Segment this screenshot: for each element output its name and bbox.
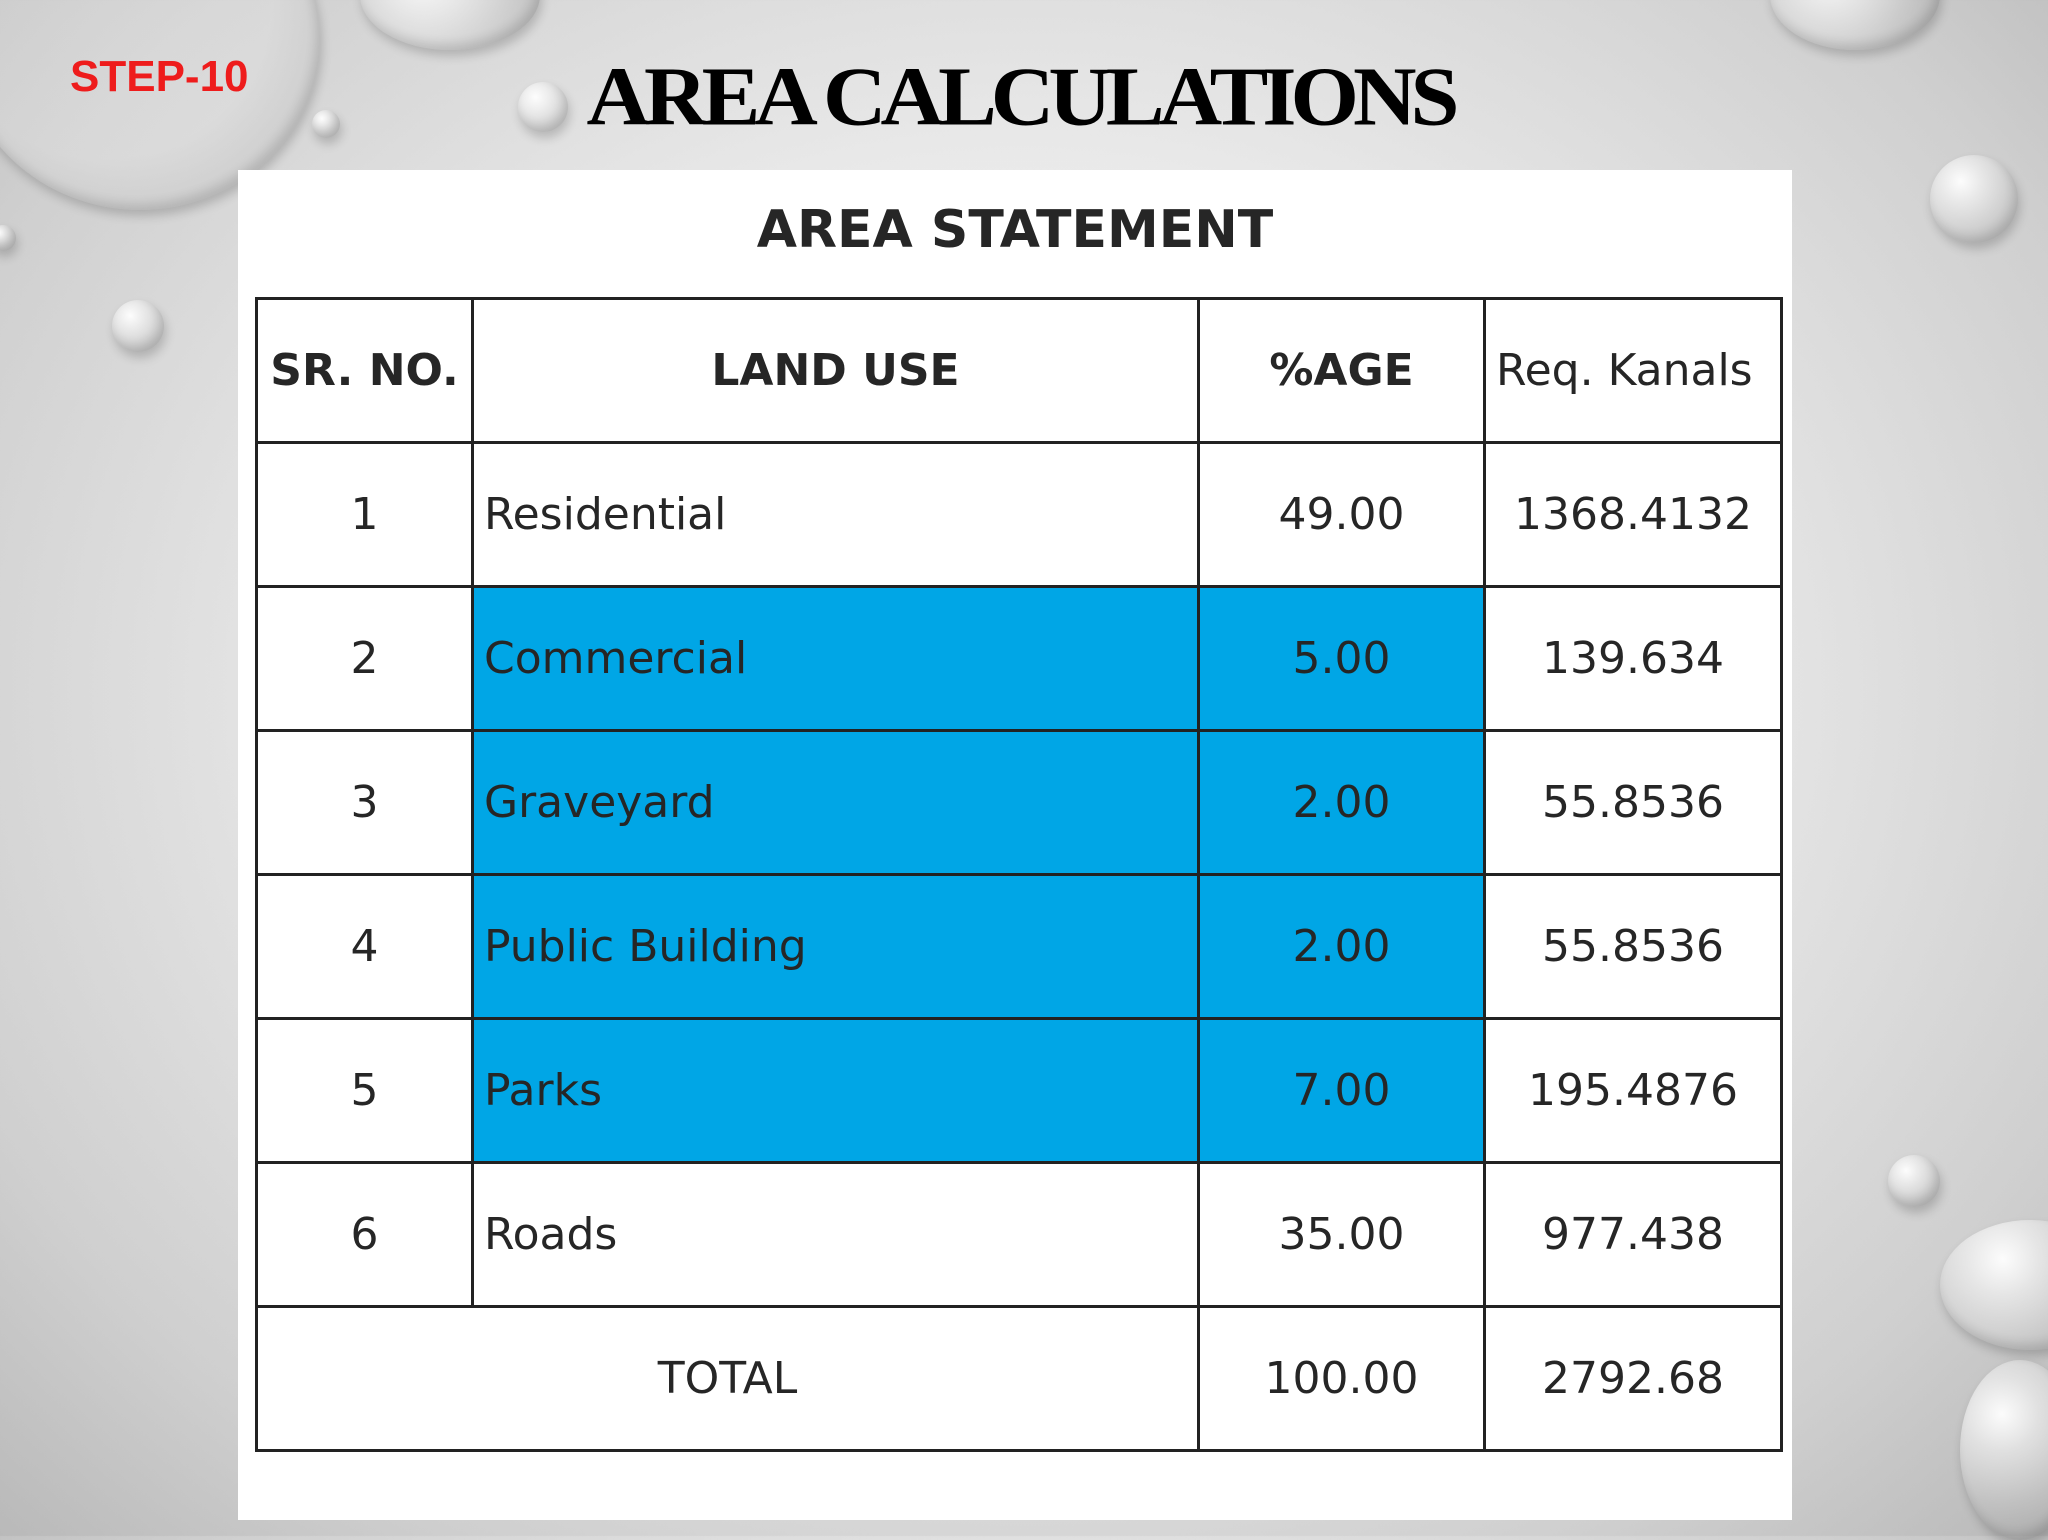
- cell-percentage: 2.00: [1197, 873, 1486, 1020]
- water-drop-decoration: [1960, 1360, 2048, 1540]
- slide-title: AREA CALCULATIONS: [586, 51, 1460, 144]
- table-row: 6 Roads 35.00 977.438: [255, 1161, 1783, 1308]
- water-drop-decoration: [1930, 155, 2018, 243]
- table-row: 3 Graveyard 2.00 55.8536: [255, 729, 1783, 876]
- water-drop-decoration: [112, 300, 164, 352]
- cell-sr: 1: [255, 441, 474, 588]
- header-req-kanals: Req. Kanals: [1483, 297, 1783, 444]
- table-row: 4 Public Building 2.00 55.8536: [255, 873, 1783, 1020]
- cell-kanals: 55.8536: [1483, 729, 1783, 876]
- water-drop-decoration: [1940, 1220, 2048, 1350]
- cell-percentage: 7.00: [1197, 1017, 1486, 1164]
- cell-percentage: 49.00: [1197, 441, 1486, 588]
- table-total-row: TOTAL 100.00 2792.68: [255, 1305, 1783, 1452]
- cell-kanals: 977.438: [1483, 1161, 1783, 1308]
- table-row: 5 Parks 7.00 195.4876: [255, 1017, 1783, 1164]
- cell-kanals: 195.4876: [1483, 1017, 1783, 1164]
- water-drop-decoration: [312, 110, 340, 138]
- cell-total-label: TOTAL: [255, 1305, 1200, 1452]
- cell-kanals: 139.634: [1483, 585, 1783, 732]
- cell-land-use: Commercial: [471, 585, 1200, 732]
- cell-land-use: Residential: [471, 441, 1200, 588]
- water-drop-decoration: [1888, 1155, 1940, 1207]
- cell-land-use: Parks: [471, 1017, 1200, 1164]
- cell-sr: 5: [255, 1017, 474, 1164]
- water-drop-decoration: [0, 225, 16, 251]
- cell-percentage: 5.00: [1197, 585, 1486, 732]
- cell-total-kanals: 2792.68: [1483, 1305, 1783, 1452]
- cell-percentage: 35.00: [1197, 1161, 1486, 1308]
- header-land-use: LAND USE: [471, 297, 1200, 444]
- cell-percentage: 2.00: [1197, 729, 1486, 876]
- cell-kanals: 55.8536: [1483, 873, 1783, 1020]
- table-title: AREA STATEMENT: [756, 200, 1274, 260]
- cell-land-use: Graveyard: [471, 729, 1200, 876]
- cell-sr: 4: [255, 873, 474, 1020]
- cell-sr: 6: [255, 1161, 474, 1308]
- area-statement-panel: AREA STATEMENT SR. NO. LAND USE %AGE Req…: [238, 170, 1792, 1520]
- area-statement-table: SR. NO. LAND USE %AGE Req. Kanals 1 Resi…: [255, 297, 1783, 1452]
- table-row: 2 Commercial 5.00 139.634: [255, 585, 1783, 732]
- header-percentage: %AGE: [1197, 297, 1486, 444]
- step-label: STEP-10: [70, 52, 249, 101]
- cell-land-use: Roads: [471, 1161, 1200, 1308]
- table-header-row: SR. NO. LAND USE %AGE Req. Kanals: [255, 297, 1783, 444]
- cell-kanals: 1368.4132: [1483, 441, 1783, 588]
- water-drop-decoration: [360, 0, 540, 50]
- cell-land-use: Public Building: [471, 873, 1200, 1020]
- cell-total-percentage: 100.00: [1197, 1305, 1486, 1452]
- cell-sr: 2: [255, 585, 474, 732]
- table-row: 1 Residential 49.00 1368.4132: [255, 441, 1783, 588]
- header-sr-no: SR. NO.: [255, 297, 474, 444]
- water-drop-decoration: [518, 82, 568, 132]
- cell-sr: 3: [255, 729, 474, 876]
- water-drop-decoration: [1770, 0, 1940, 50]
